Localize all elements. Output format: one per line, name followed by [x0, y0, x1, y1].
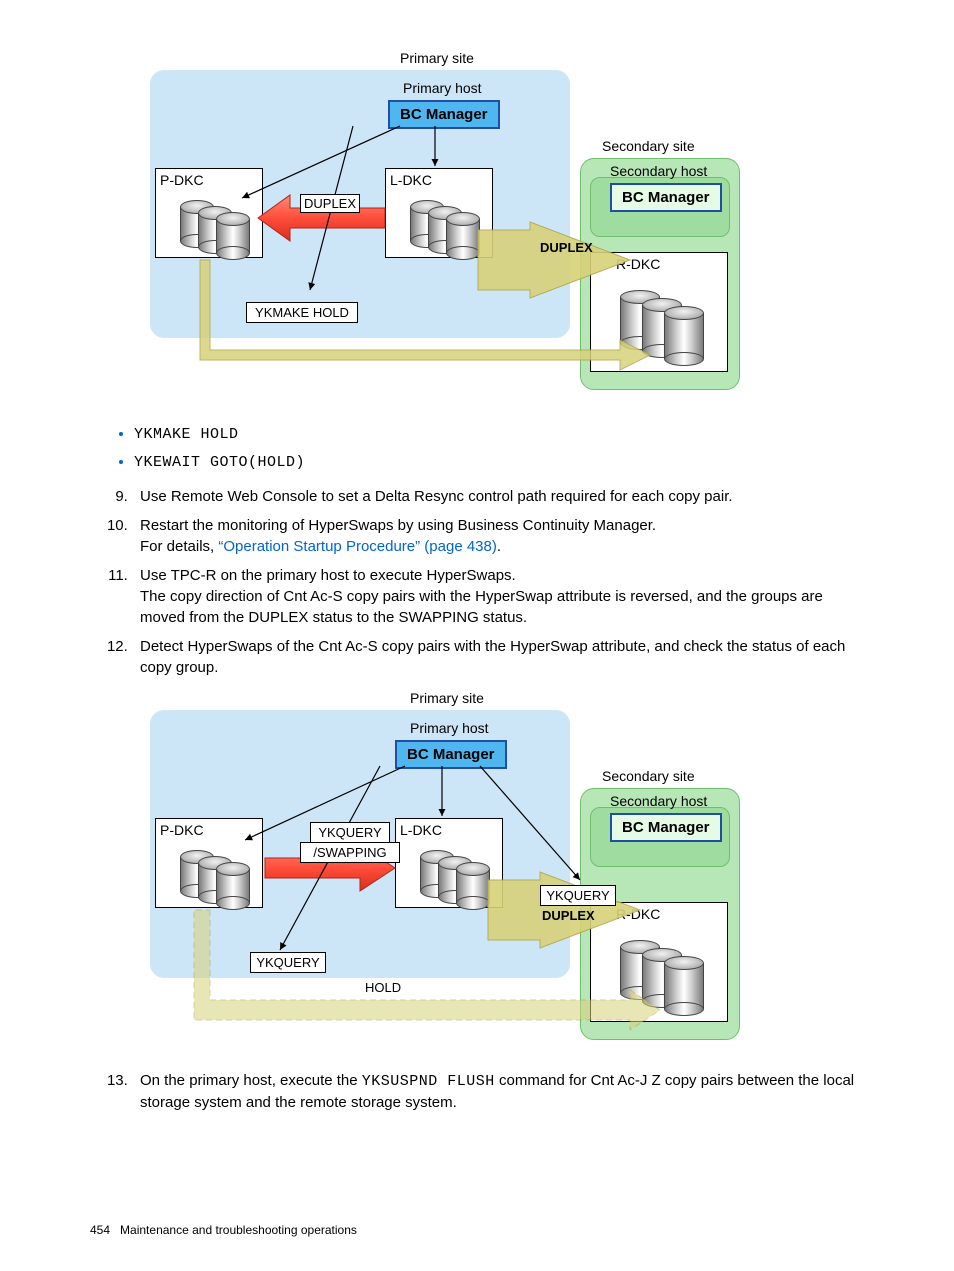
diagram-2: Primary site Secondary site Primary host…: [150, 690, 740, 1050]
step-9: Use Remote Web Console to set a Delta Re…: [132, 486, 864, 507]
bc-manager-secondary-2: BC Manager: [610, 813, 722, 842]
ykquery-box-3: YKQUERY: [250, 952, 326, 973]
bc-manager-primary: BC Manager: [388, 100, 500, 129]
diagram-1: Primary site Secondary site Primary host…: [150, 50, 740, 400]
r-dkc-label-2: R-DKC: [616, 906, 660, 922]
ykmake-hold-box: YKMAKE HOLD: [246, 302, 358, 323]
swapping-box: /SWAPPING: [300, 842, 400, 863]
secondary-host-label: Secondary host: [610, 163, 707, 179]
bc-manager-primary-2: BC Manager: [395, 740, 507, 769]
hold-label: HOLD: [365, 980, 401, 995]
step-12: Detect HyperSwaps of the Cnt Ac-S copy p…: [132, 636, 864, 678]
primary-site-label-2: Primary site: [410, 690, 484, 706]
document-page: Primary site Secondary site Primary host…: [0, 0, 954, 1271]
bc-manager-secondary: BC Manager: [610, 183, 722, 212]
secondary-site-label-2: Secondary site: [602, 768, 695, 784]
duplex-label-2: DUPLEX: [540, 240, 593, 255]
page-footer: 454 Maintenance and troubleshooting oper…: [90, 1223, 357, 1237]
ordered-steps-2: On the primary host, execute the YKSUSPN…: [104, 1070, 864, 1113]
primary-host-label-2: Primary host: [410, 720, 489, 736]
p-dkc-label-2: P-DKC: [160, 822, 204, 838]
duplex-label-3: DUPLEX: [542, 908, 595, 923]
ykquery-box-2: YKQUERY: [540, 885, 616, 906]
l-dkc-label: L-DKC: [390, 172, 432, 188]
step-10: Restart the monitoring of HyperSwaps by …: [132, 515, 864, 557]
primary-site-label: Primary site: [400, 50, 474, 66]
step-13: On the primary host, execute the YKSUSPN…: [132, 1070, 864, 1113]
command-bullets: YKMAKE HOLD YKEWAIT GOTO(HOLD): [134, 420, 864, 476]
secondary-host-label-2: Secondary host: [610, 793, 707, 809]
startup-procedure-link[interactable]: “Operation Startup Procedure” (page 438): [218, 538, 497, 555]
r-dkc-label: R-DKC: [616, 256, 660, 272]
ykquery-box-1: YKQUERY: [310, 822, 390, 843]
footer-title: Maintenance and troubleshooting operatio…: [120, 1223, 357, 1237]
primary-host-label: Primary host: [403, 80, 482, 96]
bullet-ykewait: YKEWAIT GOTO(HOLD): [134, 448, 864, 476]
p-dkc-label: P-DKC: [160, 172, 204, 188]
secondary-site-label: Secondary site: [602, 138, 695, 154]
ordered-steps: Use Remote Web Console to set a Delta Re…: [104, 486, 864, 678]
step-11: Use TPC-R on the primary host to execute…: [132, 565, 864, 628]
l-dkc-label-2: L-DKC: [400, 822, 442, 838]
bullet-ykmake: YKMAKE HOLD: [134, 420, 864, 448]
duplex-label-1: DUPLEX: [300, 194, 360, 213]
page-number: 454: [90, 1223, 110, 1237]
